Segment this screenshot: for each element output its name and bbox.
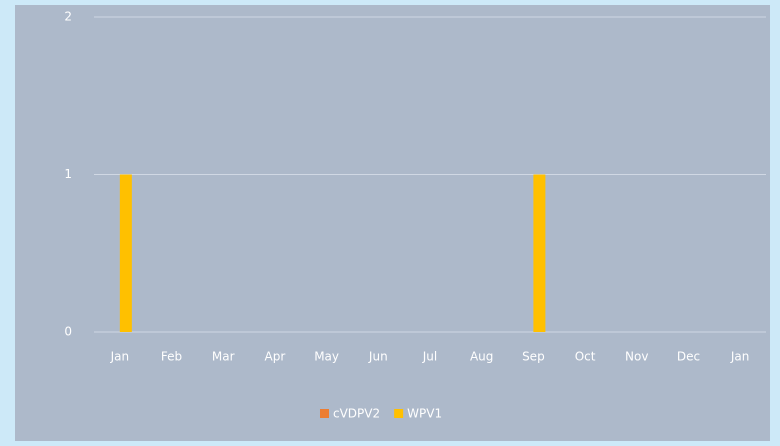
y-tick-label: 2 — [64, 10, 72, 24]
x-tick-label: Apr — [265, 350, 286, 364]
legend-label: WPV1 — [407, 407, 442, 421]
x-tick-label: Jun — [368, 350, 388, 364]
y-tick-label: 1 — [64, 167, 72, 181]
bar — [119, 174, 132, 332]
legend-swatch — [394, 409, 404, 418]
legend-swatch — [320, 409, 329, 418]
bar — [533, 174, 546, 332]
x-tick-label: Aug — [470, 350, 493, 364]
x-tick-label: Sep — [522, 350, 545, 364]
x-tick-label: Mar — [212, 350, 235, 364]
x-tick-label: Jan — [110, 350, 130, 364]
x-tick-label: Dec — [677, 350, 700, 364]
legend-label: cVDPV2 — [333, 407, 380, 421]
x-tick-label: Feb — [161, 350, 182, 364]
x-tick-label: May — [314, 350, 339, 364]
y-tick-label: 0 — [64, 325, 72, 339]
x-tick-label: Jan — [730, 350, 750, 364]
x-tick-label: Oct — [575, 350, 596, 364]
x-tick-label: Jul — [422, 350, 437, 364]
x-tick-label: Nov — [625, 350, 648, 364]
chart-panel — [15, 5, 770, 441]
